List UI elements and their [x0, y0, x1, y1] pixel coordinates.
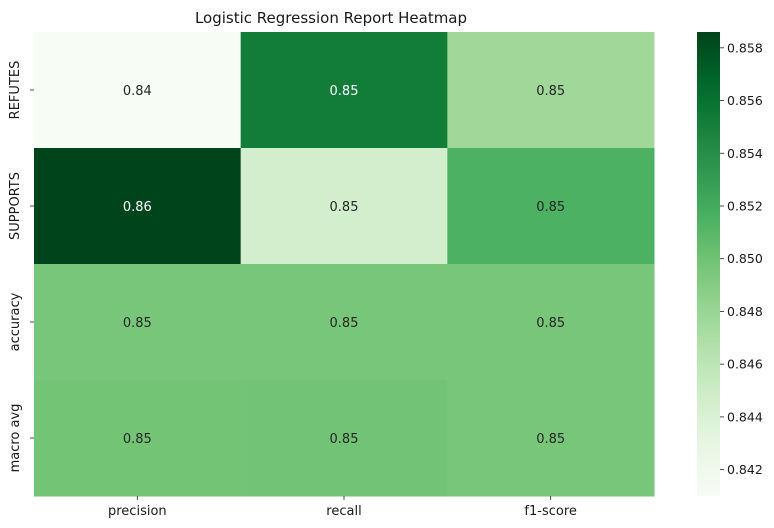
colorbar-tick-label-0: 0.842 [727, 462, 763, 477]
colorbar-tick-label-8: 0.858 [727, 40, 763, 55]
y-tick-label-2: accuracy [8, 292, 23, 351]
colorbar-tick-label-5: 0.852 [727, 199, 763, 214]
heatmap-cell-1-0 [34, 148, 242, 265]
heatmap-cell-2-1 [240, 264, 448, 381]
heatmap-cell-1-1 [240, 148, 448, 265]
colorbar-tick-label-1: 0.844 [727, 409, 763, 424]
colorbar-tick-label-6: 0.854 [727, 146, 763, 161]
y-tick-label-3: macro avg [8, 404, 23, 473]
x-axis: precision recall f1-score [108, 496, 577, 519]
cell-annotations: 0.84 0.85 0.85 0.86 0.85 0.85 0.85 0.85 0.85 0.85… [123, 84, 565, 447]
heatmap-cell-1-2 [447, 148, 655, 265]
colorbar-tick-label-7: 0.856 [727, 93, 763, 108]
heatmap-cell-0-0 [34, 32, 242, 149]
heatmap-cell-3-0 [34, 380, 242, 497]
x-tick-label-1: recall [326, 504, 361, 519]
heatmap-cell-0-2 [447, 32, 655, 149]
colorbar-gradient [697, 32, 720, 496]
y-tick-label-0: REFUTES [8, 61, 23, 120]
x-tick-label-2: f1-score [524, 504, 576, 519]
chart-title: Logistic Regression Report Heatmap [195, 9, 467, 27]
cell-annotation-2-0: 0.85 [123, 316, 152, 331]
cell-annotation-2-1: 0.85 [330, 316, 359, 331]
cell-annotation-0-0: 0.84 [123, 84, 152, 99]
colorbar-tick-label-3: 0.848 [727, 304, 763, 319]
cell-annotation-3-2: 0.85 [536, 432, 565, 447]
y-tick-label-1: SUPPORTS [8, 172, 23, 240]
cell-annotation-0-1: 0.85 [330, 84, 359, 99]
heatmap-cells [34, 32, 655, 497]
cell-annotation-1-2: 0.85 [536, 200, 565, 215]
cell-annotation-1-0: 0.86 [123, 200, 152, 215]
cell-annotation-3-1: 0.85 [330, 432, 359, 447]
cell-annotation-2-2: 0.85 [536, 316, 565, 331]
colorbar-tick-label-4: 0.850 [727, 251, 763, 266]
cell-annotation-0-2: 0.85 [536, 84, 565, 99]
heatmap-cell-3-1 [240, 380, 448, 497]
colorbar-tick-label-2: 0.846 [727, 357, 763, 372]
heatmap-cell-2-0 [34, 264, 242, 381]
x-tick-label-0: precision [108, 504, 167, 519]
cell-annotation-1-1: 0.85 [330, 200, 359, 215]
y-axis: REFUTES SUPPORTS accuracy macro avg [8, 61, 34, 473]
heatmap-cell-2-2 [447, 264, 655, 381]
cell-annotation-3-0: 0.85 [123, 432, 152, 447]
colorbar: 0.842 0.844 0.846 0.848 0.850 0.852 0.854 0.856… [697, 32, 763, 496]
heatmap-cell-3-2 [447, 380, 655, 497]
heatmap-cell-0-1 [240, 32, 448, 149]
